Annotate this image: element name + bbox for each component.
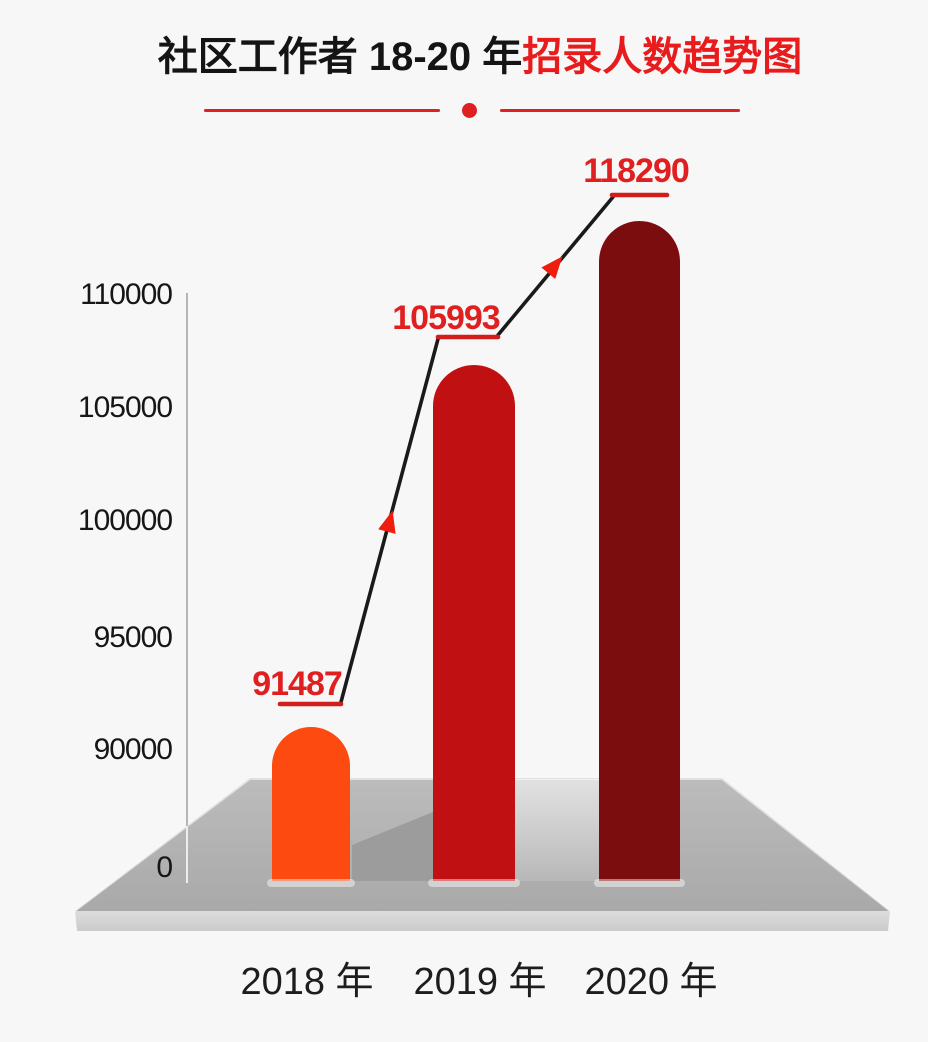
bar-2020年 — [599, 221, 680, 881]
chart-title-red-part: 招录人数趋势图 — [522, 35, 803, 79]
bar-base-glow — [594, 879, 685, 887]
trend-arrow-icon — [378, 510, 396, 534]
value-label-91487: 91487 — [252, 665, 343, 703]
chart-title-black-part: 社区工作者 18-20 年 — [157, 35, 523, 79]
chart-title: 社区工作者 18-20 年招录人数趋势图 — [158, 33, 803, 81]
title-divider-line-right — [500, 109, 740, 112]
bar-2019年 — [433, 365, 515, 881]
bar-base-glow — [428, 879, 520, 887]
x-axis-label-2019年: 2019 年 — [413, 961, 547, 1003]
x-axis-label-2018年: 2018 年 — [240, 961, 374, 1003]
y-tick-label-95000: 95000 — [93, 621, 173, 654]
bar-base-glow — [267, 879, 355, 887]
x-axis-label-2020年: 2020 年 — [584, 961, 718, 1003]
bar-2018年 — [272, 727, 350, 881]
y-tick-label-105000: 105000 — [77, 391, 173, 424]
bar-cast-shadow — [352, 812, 433, 881]
value-label-105993: 105993 — [392, 299, 500, 337]
y-tick-label-0: 0 — [156, 851, 173, 884]
y-tick-label-100000: 100000 — [77, 504, 173, 537]
platform-front-face — [75, 911, 890, 931]
y-tick-label-110000: 110000 — [80, 278, 173, 311]
trend-arrow-icon — [541, 256, 563, 279]
title-divider-dot-icon — [462, 103, 477, 118]
value-label-118290: 118290 — [583, 152, 690, 190]
y-tick-label-90000: 90000 — [93, 733, 173, 766]
title-divider-line-left — [204, 109, 440, 112]
platform-light-band — [515, 779, 599, 881]
